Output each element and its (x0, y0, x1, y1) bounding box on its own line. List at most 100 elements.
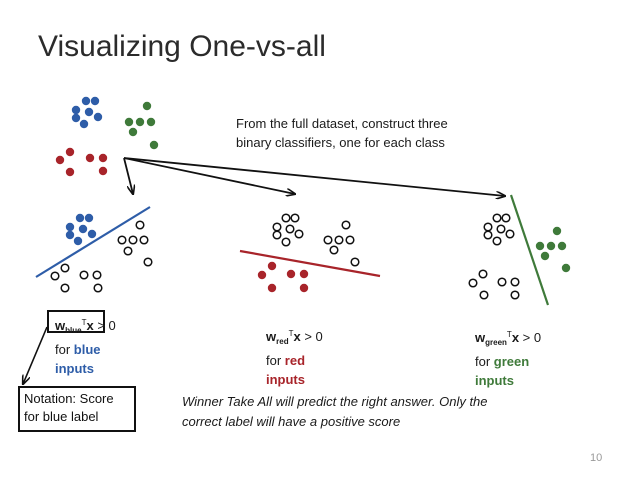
data-point-blue (87, 229, 97, 239)
data-point-open (135, 220, 145, 230)
data-point-open (341, 220, 351, 230)
data-point-open (345, 235, 355, 245)
arrow-to-blue-classifier (123, 157, 133, 194)
data-point-blue (81, 96, 91, 106)
red-positive-points (257, 261, 309, 293)
data-point-open (123, 246, 133, 256)
class-word: red (284, 353, 306, 368)
red-classifier-panel (239, 213, 381, 293)
page-number: 10 (590, 452, 603, 464)
data-point-open (468, 278, 478, 288)
intro-text: From the full dataset, construct three b… (236, 114, 506, 152)
weight-symbol: w (55, 318, 66, 333)
condition-text: > 0 (93, 318, 116, 333)
inputs-word: inputs (475, 373, 514, 388)
data-point-blue (79, 119, 89, 129)
data-point-red (55, 155, 65, 165)
for-text: for (475, 354, 494, 369)
input-symbol: x (511, 330, 520, 345)
blue-classifier-panel (35, 206, 153, 293)
data-point-green (149, 140, 159, 150)
red-classifier-label: wredTx > 0 for red inputs (266, 324, 323, 389)
green-negative-points (468, 213, 520, 300)
arrow-to-red-classifier (123, 157, 295, 194)
data-point-blue (78, 224, 88, 234)
data-point-open (323, 235, 333, 245)
weight-subscript: blue (65, 326, 82, 335)
for-text: for (266, 353, 285, 368)
data-point-open (497, 277, 507, 287)
data-point-open (290, 213, 300, 223)
weight-symbol: w (266, 329, 277, 344)
input-symbol: x (86, 318, 94, 333)
winner-take-all-text: Winner Take All will predict the right a… (182, 392, 562, 432)
intro-line: binary classifiers, one for each class (236, 135, 445, 150)
intro-line: From the full dataset, construct three (236, 116, 448, 131)
data-point-open (334, 235, 344, 245)
green-decision-boundary (509, 194, 550, 306)
notation-arrow (23, 326, 48, 384)
data-point-blue (65, 222, 75, 232)
inputs-word: inputs (266, 372, 305, 387)
data-point-blue (75, 213, 85, 223)
data-point-open (510, 277, 520, 287)
red-negative-points (272, 213, 360, 267)
data-point-open (483, 230, 493, 240)
inputs-word: inputs (55, 361, 94, 376)
data-point-open (285, 224, 295, 234)
slide-title: Visualizing One-vs-all (38, 30, 326, 63)
data-point-open (510, 290, 520, 300)
data-point-open (117, 235, 127, 245)
data-point-open (93, 283, 103, 293)
blue-decision-boundary (35, 206, 151, 278)
class-word: green (493, 354, 530, 369)
data-point-green (135, 117, 145, 127)
winner-line: correct label will have a positive score (182, 414, 401, 429)
data-point-green (146, 117, 156, 127)
data-point-red (267, 261, 277, 271)
red-decision-boundary (239, 249, 381, 278)
weight-symbol: w (475, 330, 486, 345)
data-point-open (143, 257, 153, 267)
full-red-points (55, 147, 108, 177)
data-point-open (281, 237, 291, 247)
data-point-open (501, 213, 511, 223)
condition-text: > 0 (519, 330, 542, 345)
data-point-blue (73, 236, 83, 246)
data-point-blue (71, 113, 81, 123)
data-point-red (286, 269, 296, 279)
data-point-open (50, 271, 60, 281)
data-point-open (492, 236, 502, 246)
condition-text: > 0 (300, 329, 323, 344)
data-point-green (535, 241, 545, 251)
data-point-open (128, 235, 138, 245)
full-dataset (55, 96, 159, 177)
full-green-points (124, 101, 159, 150)
weight-subscript: green (485, 338, 507, 347)
data-point-open (496, 224, 506, 234)
data-point-green (128, 127, 138, 137)
data-point-open (272, 222, 282, 232)
data-point-red (98, 166, 108, 176)
data-point-red (299, 283, 309, 293)
data-point-open (92, 270, 102, 280)
arrow-to-green-classifier (123, 157, 505, 196)
data-point-green (142, 101, 152, 111)
data-point-open (350, 257, 360, 267)
data-point-open (492, 213, 502, 223)
data-point-green (552, 226, 562, 236)
data-point-red (267, 283, 277, 293)
data-point-open (479, 290, 489, 300)
data-point-open (139, 235, 149, 245)
data-point-red (98, 153, 108, 163)
data-point-open (478, 269, 488, 279)
data-point-red (65, 147, 75, 157)
class-word: blue (73, 342, 101, 357)
data-point-open (79, 270, 89, 280)
weight-subscript: red (276, 337, 289, 346)
full-blue-points (71, 96, 103, 129)
data-point-red (85, 153, 95, 163)
data-point-blue (65, 230, 75, 240)
